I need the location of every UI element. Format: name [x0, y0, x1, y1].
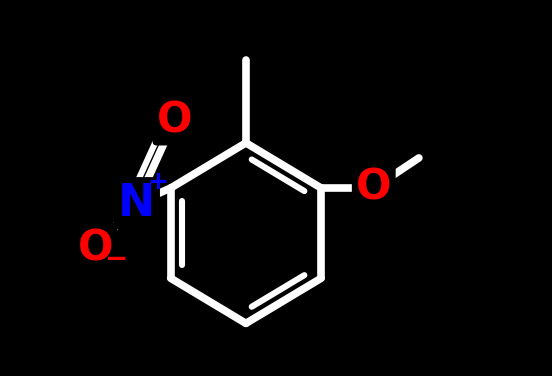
Text: −: −: [104, 246, 128, 273]
Text: N: N: [118, 182, 156, 224]
Text: O: O: [157, 99, 192, 141]
Text: +: +: [147, 170, 168, 194]
Text: O: O: [356, 167, 391, 209]
Text: O: O: [78, 227, 113, 269]
